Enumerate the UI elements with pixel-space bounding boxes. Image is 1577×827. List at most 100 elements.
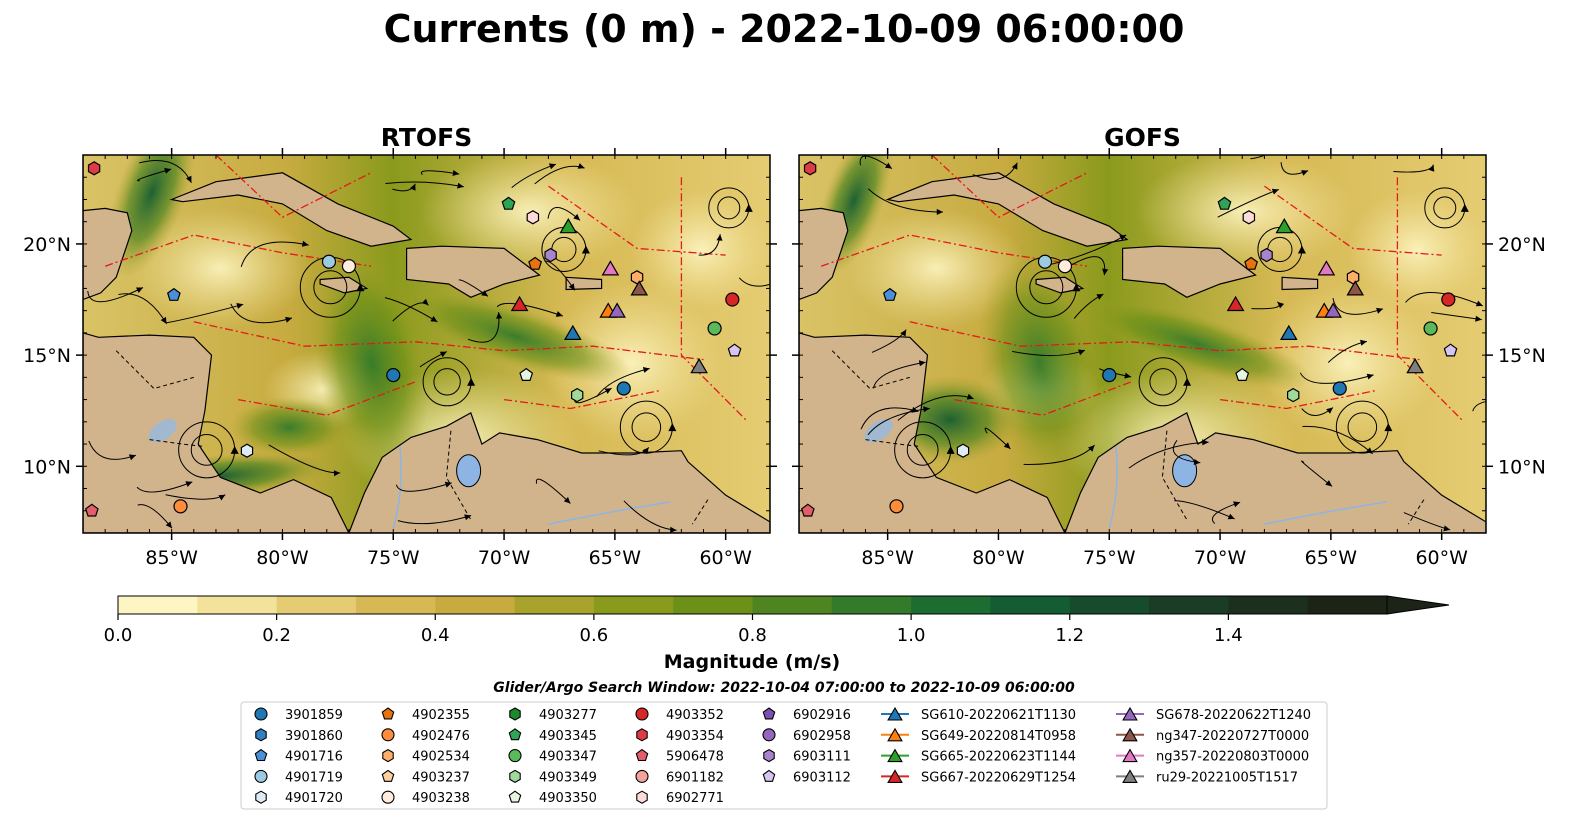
streamline: [897, 395, 974, 421]
x-tick-label: 60°W: [1415, 547, 1468, 569]
figure-title: Currents (0 m) - 2022-10-09 06:00:00: [384, 7, 1185, 51]
map-marker-4903345: [501, 196, 516, 210]
eez-boundary: [215, 155, 372, 219]
eddy-streamline: [190, 433, 223, 466]
legend-marker: [254, 707, 268, 721]
legend-label: 5906478: [666, 750, 724, 765]
legend-item: 4903349: [509, 769, 597, 785]
streamline-arrow: [1277, 301, 1285, 309]
x-tick-label: 65°W: [1305, 547, 1358, 569]
streamline-arrow: [464, 514, 472, 521]
legend-item: 5906478: [635, 748, 724, 765]
legend-marker: [1122, 769, 1138, 783]
legend-label: 3901859: [285, 708, 343, 723]
map-frame: [798, 154, 1487, 534]
x-tick-label: 80°W: [972, 547, 1025, 569]
colorbar-segment: [911, 596, 992, 614]
streamline-arrow: [1102, 268, 1109, 276]
legend-label: 4903238: [412, 791, 470, 806]
eddy-streamline: [313, 270, 348, 305]
map-marker-SG665-20220623T1144: [559, 218, 578, 234]
border-line: [115, 350, 194, 390]
streamline-arrow: [918, 360, 926, 367]
lake-nicaragua: [864, 418, 893, 443]
legend-label: 3901860: [285, 729, 343, 744]
map-marker-4903350: [1235, 367, 1250, 381]
streamline-arrow: [186, 175, 192, 183]
x-tick-label: 65°W: [589, 547, 642, 569]
map-marker-4903238: [341, 259, 357, 274]
streamline-arrow: [911, 406, 919, 413]
map-marker-4903352: [1441, 292, 1456, 307]
colorbar-segment: [990, 596, 1071, 614]
eddy-streamline: [717, 196, 741, 220]
legend-item: 6902958: [762, 728, 851, 744]
streamline-arrow: [1202, 439, 1209, 446]
legend-item: 6903112: [762, 769, 851, 785]
streamline-arrow: [333, 470, 341, 477]
map-marker-SG665-20220623T1144: [1275, 218, 1294, 234]
map-marker-4901720: [956, 443, 970, 458]
legend-marker: [509, 707, 521, 721]
legend-marker: [763, 748, 775, 763]
weak-current-patch: [1347, 189, 1486, 310]
map-marker-SG678-20220622T1240: [608, 302, 626, 318]
colorbar-segment: [514, 596, 595, 614]
streamline-arrow: [136, 287, 143, 293]
legend-label: 4902355: [412, 708, 470, 723]
legend-label: 4901720: [285, 791, 343, 806]
lake-nicaragua: [148, 418, 177, 443]
streamline-arrow: [160, 316, 167, 324]
streamline-arrow: [668, 423, 677, 432]
streamline: [467, 312, 500, 343]
river: [1108, 446, 1118, 529]
streamline-arrow: [568, 283, 575, 291]
map-marker-ng347-20220727T0000: [1346, 280, 1365, 296]
border-line: [445, 430, 472, 520]
river: [548, 501, 671, 525]
streamline-arrow: [548, 163, 556, 170]
streamline-arrow: [165, 521, 172, 529]
legend-item: SG678-20220622T1240: [1116, 706, 1311, 723]
legend-item: 4902476: [381, 728, 470, 744]
colorbar-segment: [673, 596, 754, 614]
legend-label: 6903111: [793, 750, 851, 765]
map-marker-ng357-20220803T0000: [1317, 260, 1336, 276]
streamline-arrow: [1124, 372, 1132, 379]
map-panels: 85°W 80°W 75°W 70°W 65°W 60°W 10°N 15°N 20°N RTOF…: [23, 123, 1546, 569]
eez-boundary: [1220, 390, 1376, 410]
map-marker-SG667-20220629T1254: [510, 295, 529, 312]
map-marker-4903349: [1286, 387, 1300, 403]
eddy-streamline: [1347, 412, 1378, 442]
map-marker-4901719: [1037, 254, 1053, 269]
colorbar-tick-label: 0.2: [262, 625, 291, 646]
legend-label: ng347-20220727T0000: [1156, 729, 1309, 744]
colorbar-segment: [118, 596, 198, 614]
map-marker-4903347: [1423, 321, 1438, 336]
strong-current-band: [1083, 298, 1312, 390]
eez-boundary: [931, 155, 1088, 219]
legend-label: 4903350: [539, 791, 597, 806]
land-mass: [83, 207, 133, 301]
eez-boundary: [1264, 185, 1442, 256]
legend-marker: [381, 769, 395, 782]
colorbar-tick-label: 0.8: [738, 625, 767, 646]
legend-label: 6903112: [793, 770, 851, 785]
map-marker-SG610-20220621T1130: [1279, 324, 1298, 340]
map-marker-5906478: [800, 503, 815, 517]
streamline: [137, 168, 172, 182]
legend-item: 3901860: [255, 728, 343, 744]
eez-boundary: [909, 321, 1420, 361]
legend-label: 4901716: [285, 750, 343, 765]
streamline-arrow: [1529, 400, 1536, 406]
streamline-arrow: [230, 445, 239, 454]
colorbar-tick-label: 1.0: [897, 625, 926, 646]
streamline: [165, 303, 244, 324]
streamline-arrow: [439, 351, 447, 358]
streamline-arrow: [409, 183, 416, 191]
x-tick-label: 85°W: [861, 547, 914, 569]
y-tick-label: 15°N: [23, 345, 71, 367]
strong-current-band: [229, 397, 350, 458]
map-marker-SG610-20220621T1130: [563, 324, 582, 340]
